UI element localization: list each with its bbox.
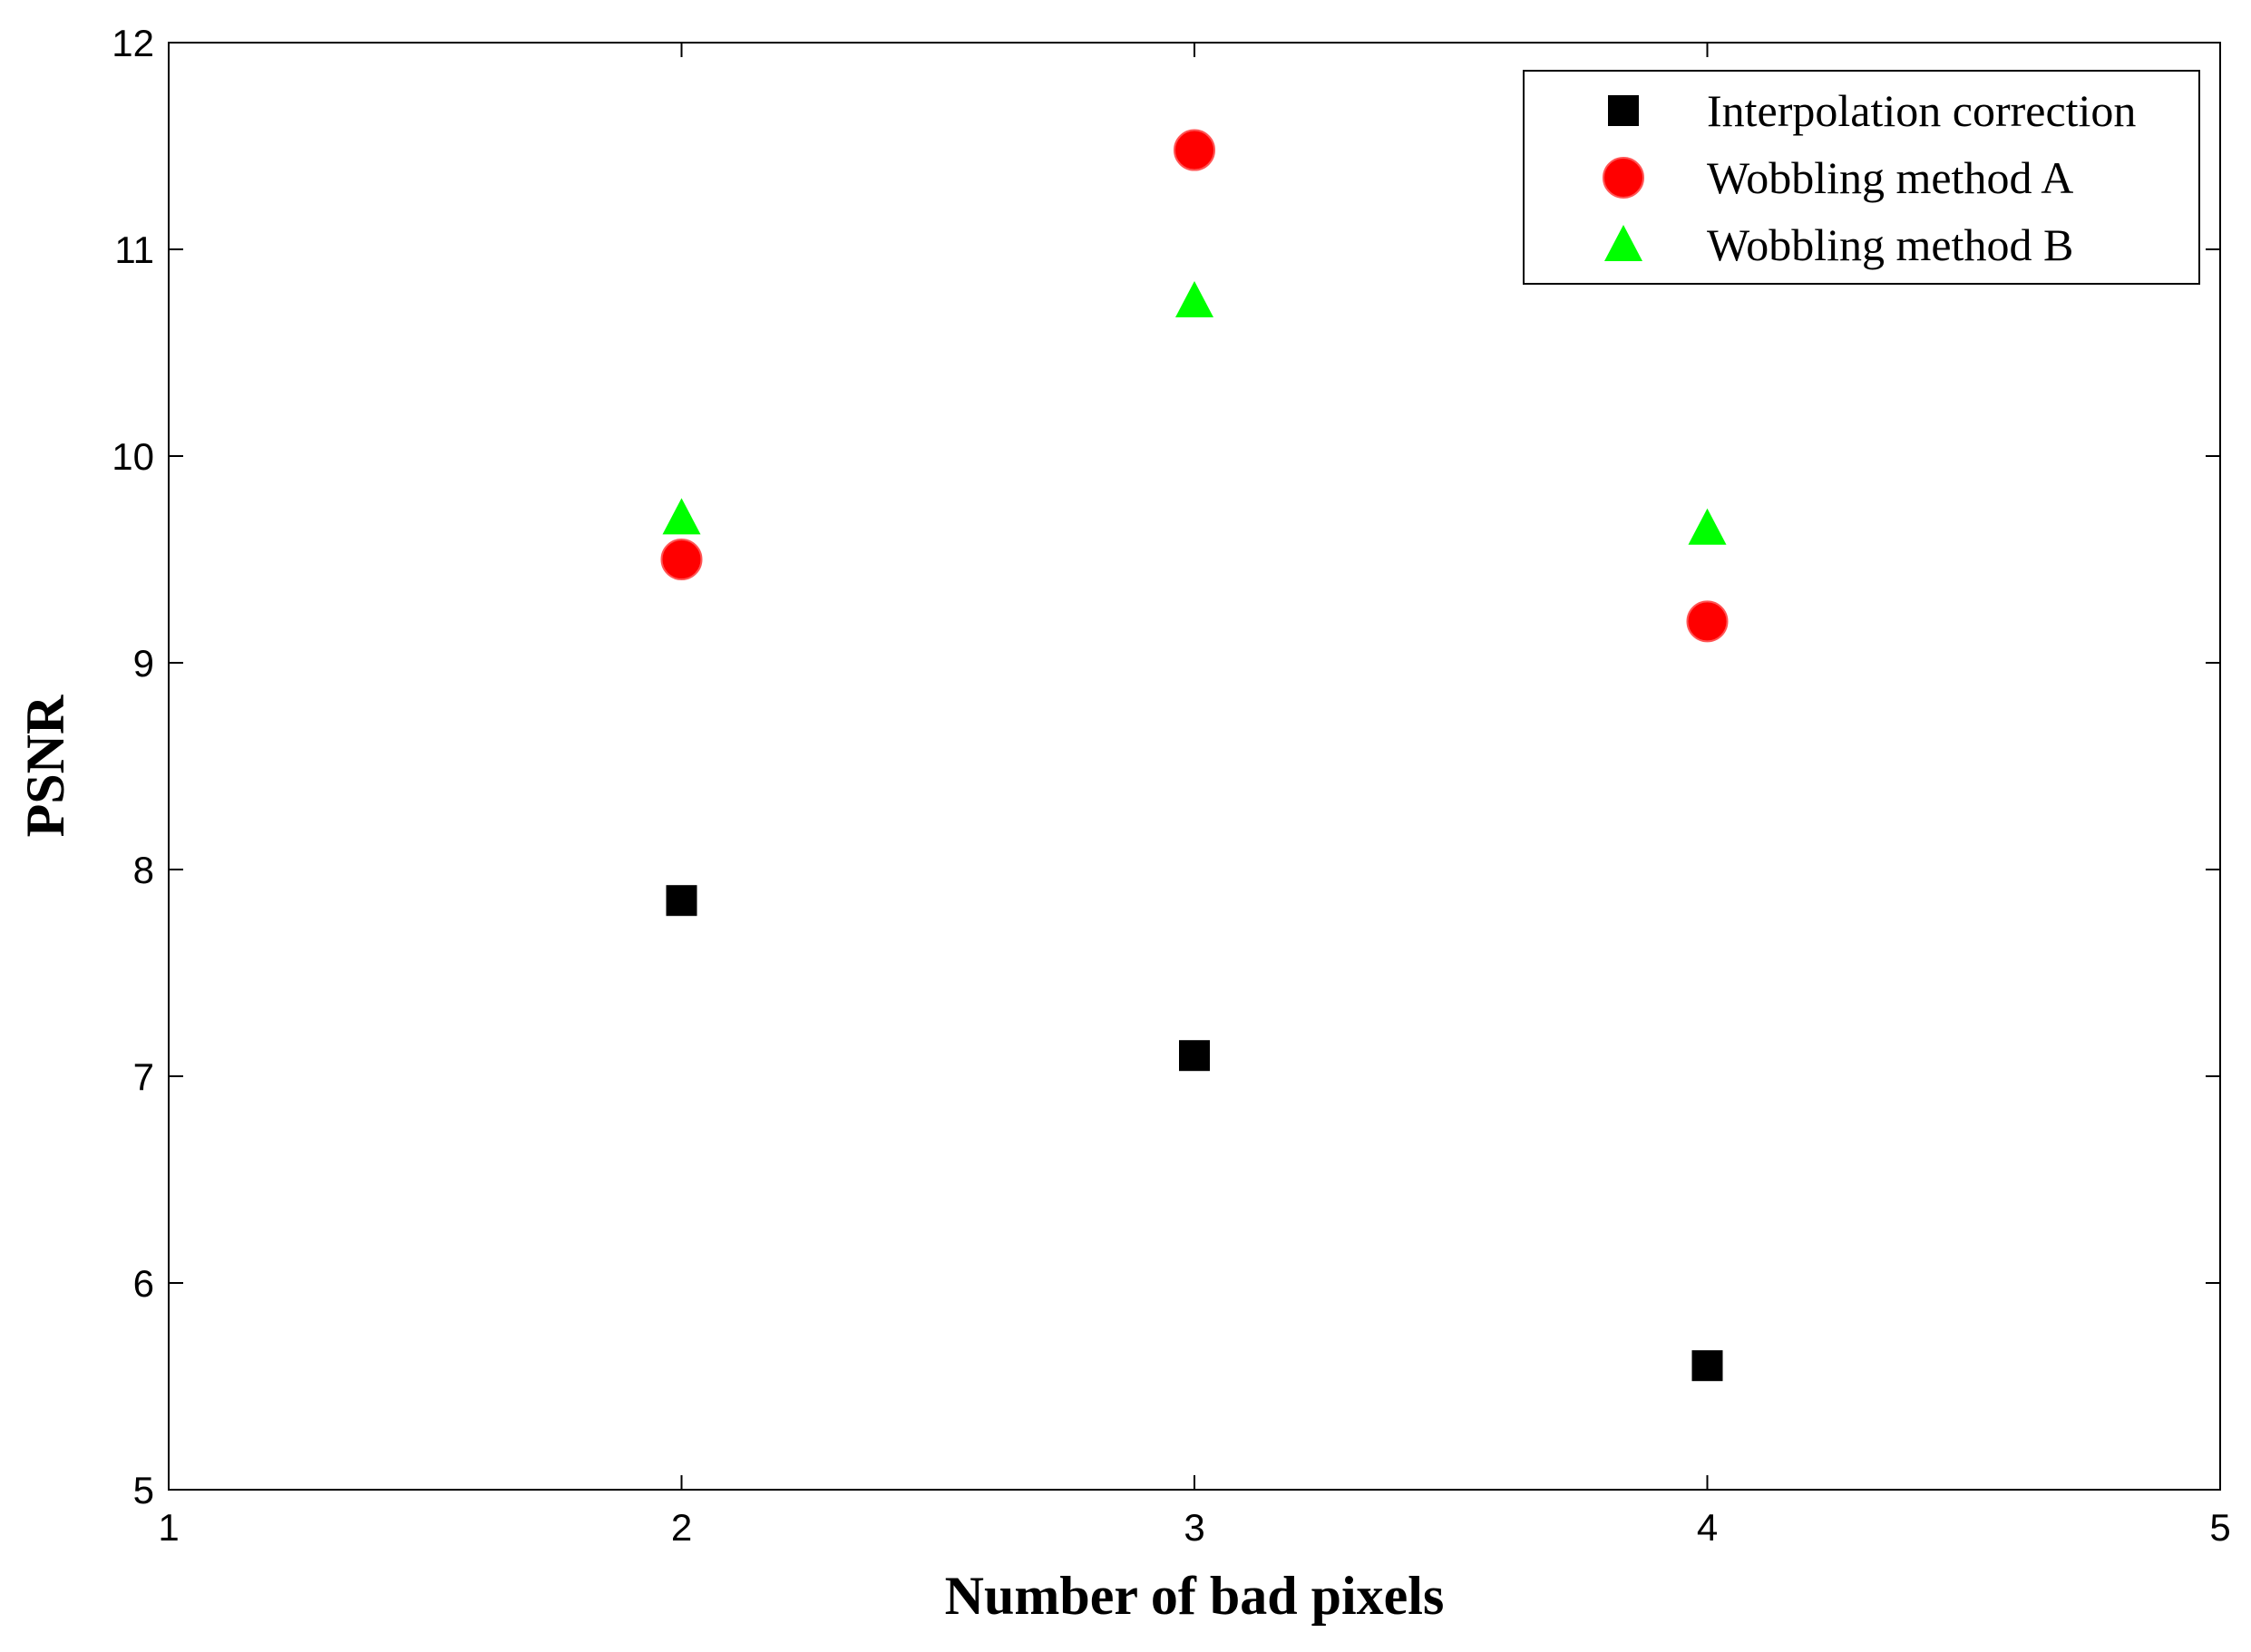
legend-label-1: Interpolation correction <box>1707 85 2136 136</box>
y-tick-label: 11 <box>114 228 154 271</box>
point-series-1 <box>666 885 697 917</box>
point-series-1 <box>1179 1040 1210 1072</box>
point-series-2 <box>1174 129 1215 171</box>
point-series-1 <box>1691 1350 1723 1382</box>
legend: Interpolation correction Wobbling method … <box>1523 70 2200 285</box>
data-points <box>660 129 1729 1382</box>
y-tick-label: 5 <box>133 1469 154 1511</box>
x-tick-label: 1 <box>158 1506 179 1549</box>
x-tick-label: 3 <box>1184 1506 1204 1549</box>
x-tick-label: 2 <box>671 1506 692 1549</box>
x-axis-label: Number of bad pixels <box>945 1566 1445 1626</box>
legend-label-2: Wobbling method A <box>1707 152 2073 203</box>
point-series-3 <box>1175 281 1213 317</box>
y-tick-label: 8 <box>133 849 154 891</box>
point-series-3 <box>662 498 701 535</box>
legend-label-3: Wobbling method B <box>1707 219 2073 270</box>
legend-marker-1 <box>1608 95 1639 126</box>
x-tick-label: 5 <box>2209 1506 2230 1549</box>
point-series-3 <box>1688 508 1727 545</box>
x-tick-label: 4 <box>1697 1506 1718 1549</box>
point-series-2 <box>1686 600 1729 643</box>
y-tick-label: 9 <box>133 642 154 685</box>
y-axis-label: PSNR <box>15 695 75 837</box>
y-tick-label: 6 <box>133 1262 154 1305</box>
y-tick-label: 10 <box>112 435 154 478</box>
point-series-2 <box>660 539 703 580</box>
y-tick-label: 7 <box>133 1055 154 1098</box>
legend-marker-2 <box>1603 157 1644 199</box>
y-tick-label: 12 <box>112 22 154 64</box>
legend-marker-3 <box>1604 225 1642 261</box>
